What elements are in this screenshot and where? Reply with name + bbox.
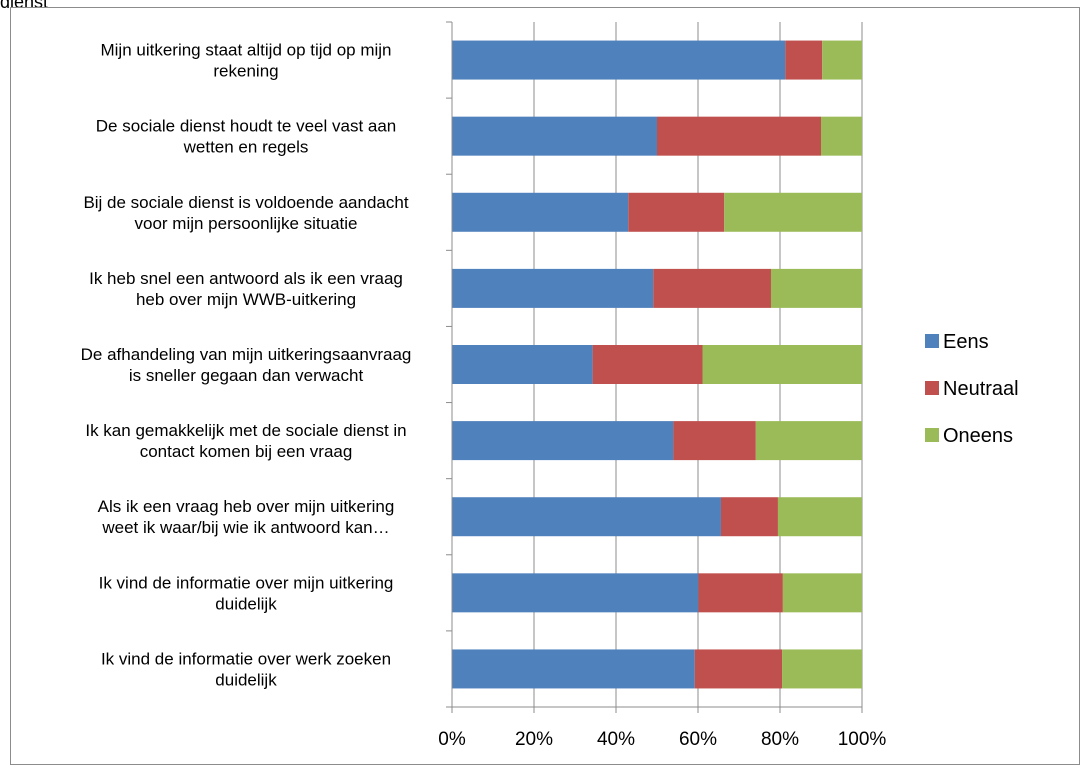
legend-label-eens: Eens: [943, 331, 989, 353]
bar-neutraal: [653, 268, 771, 308]
x-tick-label: 60%: [679, 729, 717, 750]
bar-eens: [452, 40, 786, 80]
bar-eens: [452, 116, 657, 156]
category-label: Ik heb snel een antwoord als ik een vraa…: [89, 269, 403, 309]
bar-oneens: [777, 497, 862, 537]
bar-oneens: [702, 345, 862, 384]
legend-label-neutraal: Neutraal: [943, 378, 1019, 400]
x-tick-label: 80%: [761, 729, 799, 750]
bar-oneens: [821, 116, 862, 156]
bar-neutraal: [657, 116, 821, 156]
bar-neutraal: [698, 573, 783, 613]
bars: [452, 40, 862, 689]
category-label: Ik vind de informatie over mijn uitkerin…: [99, 573, 394, 613]
bar-oneens: [755, 421, 862, 461]
bar-eens: [452, 497, 721, 537]
bar-eens: [452, 573, 699, 613]
category-label: Ik kan gemakkelijk met de sociale dienst…: [85, 421, 406, 461]
chart-frame: [10, 7, 1080, 765]
category-label: Ik vind de informatie over werk zoeken du…: [101, 649, 391, 689]
category-label: Mijn uitkering staat altijd op tijd op m…: [100, 41, 391, 81]
bar-oneens: [782, 649, 862, 689]
legend-label-oneens: Oneens: [943, 425, 1013, 447]
tick-labels: 0% 20% 40% 60% 80% 100%: [438, 729, 886, 750]
legend-swatch-eens: [925, 334, 939, 348]
bar-neutraal: [673, 421, 756, 461]
bar-oneens: [724, 192, 862, 232]
bar-neutraal: [592, 345, 703, 384]
bar-eens: [452, 421, 674, 461]
legend-swatch-oneens: [925, 428, 939, 442]
category-label: Als ik een vraag heb over mijn uitkering…: [98, 497, 395, 537]
category-label: De sociale dienst houdt te veel vast aan…: [96, 117, 397, 157]
bar-eens: [452, 268, 654, 308]
x-tick-label: 100%: [838, 729, 887, 750]
bar-oneens: [822, 40, 862, 80]
category-labels: Mijn uitkering staat altijd op tijd op m…: [81, 41, 412, 690]
bar-neutraal: [694, 649, 783, 689]
bar-neutraal: [785, 40, 823, 80]
bar-eens: [452, 649, 695, 689]
axes: [446, 21, 863, 713]
bar-neutraal: [720, 497, 778, 537]
category-label: De afhandeling van mijn uitkeringsaanvra…: [81, 345, 412, 385]
bar-eens: [452, 345, 593, 384]
x-tick-label: 40%: [597, 729, 635, 750]
bar-oneens: [770, 268, 862, 308]
legend-swatch-neutraal: [925, 381, 939, 395]
legend: Eens Neutraal Oneens: [925, 331, 1019, 447]
bar-neutraal: [628, 192, 725, 232]
bar-eens: [452, 192, 629, 232]
category-label: Bij de sociale dienst is voldoende aanda…: [83, 193, 408, 233]
bar-oneens: [782, 573, 862, 613]
x-tick-label: 0%: [438, 729, 466, 750]
x-tick-label: 20%: [515, 729, 553, 750]
